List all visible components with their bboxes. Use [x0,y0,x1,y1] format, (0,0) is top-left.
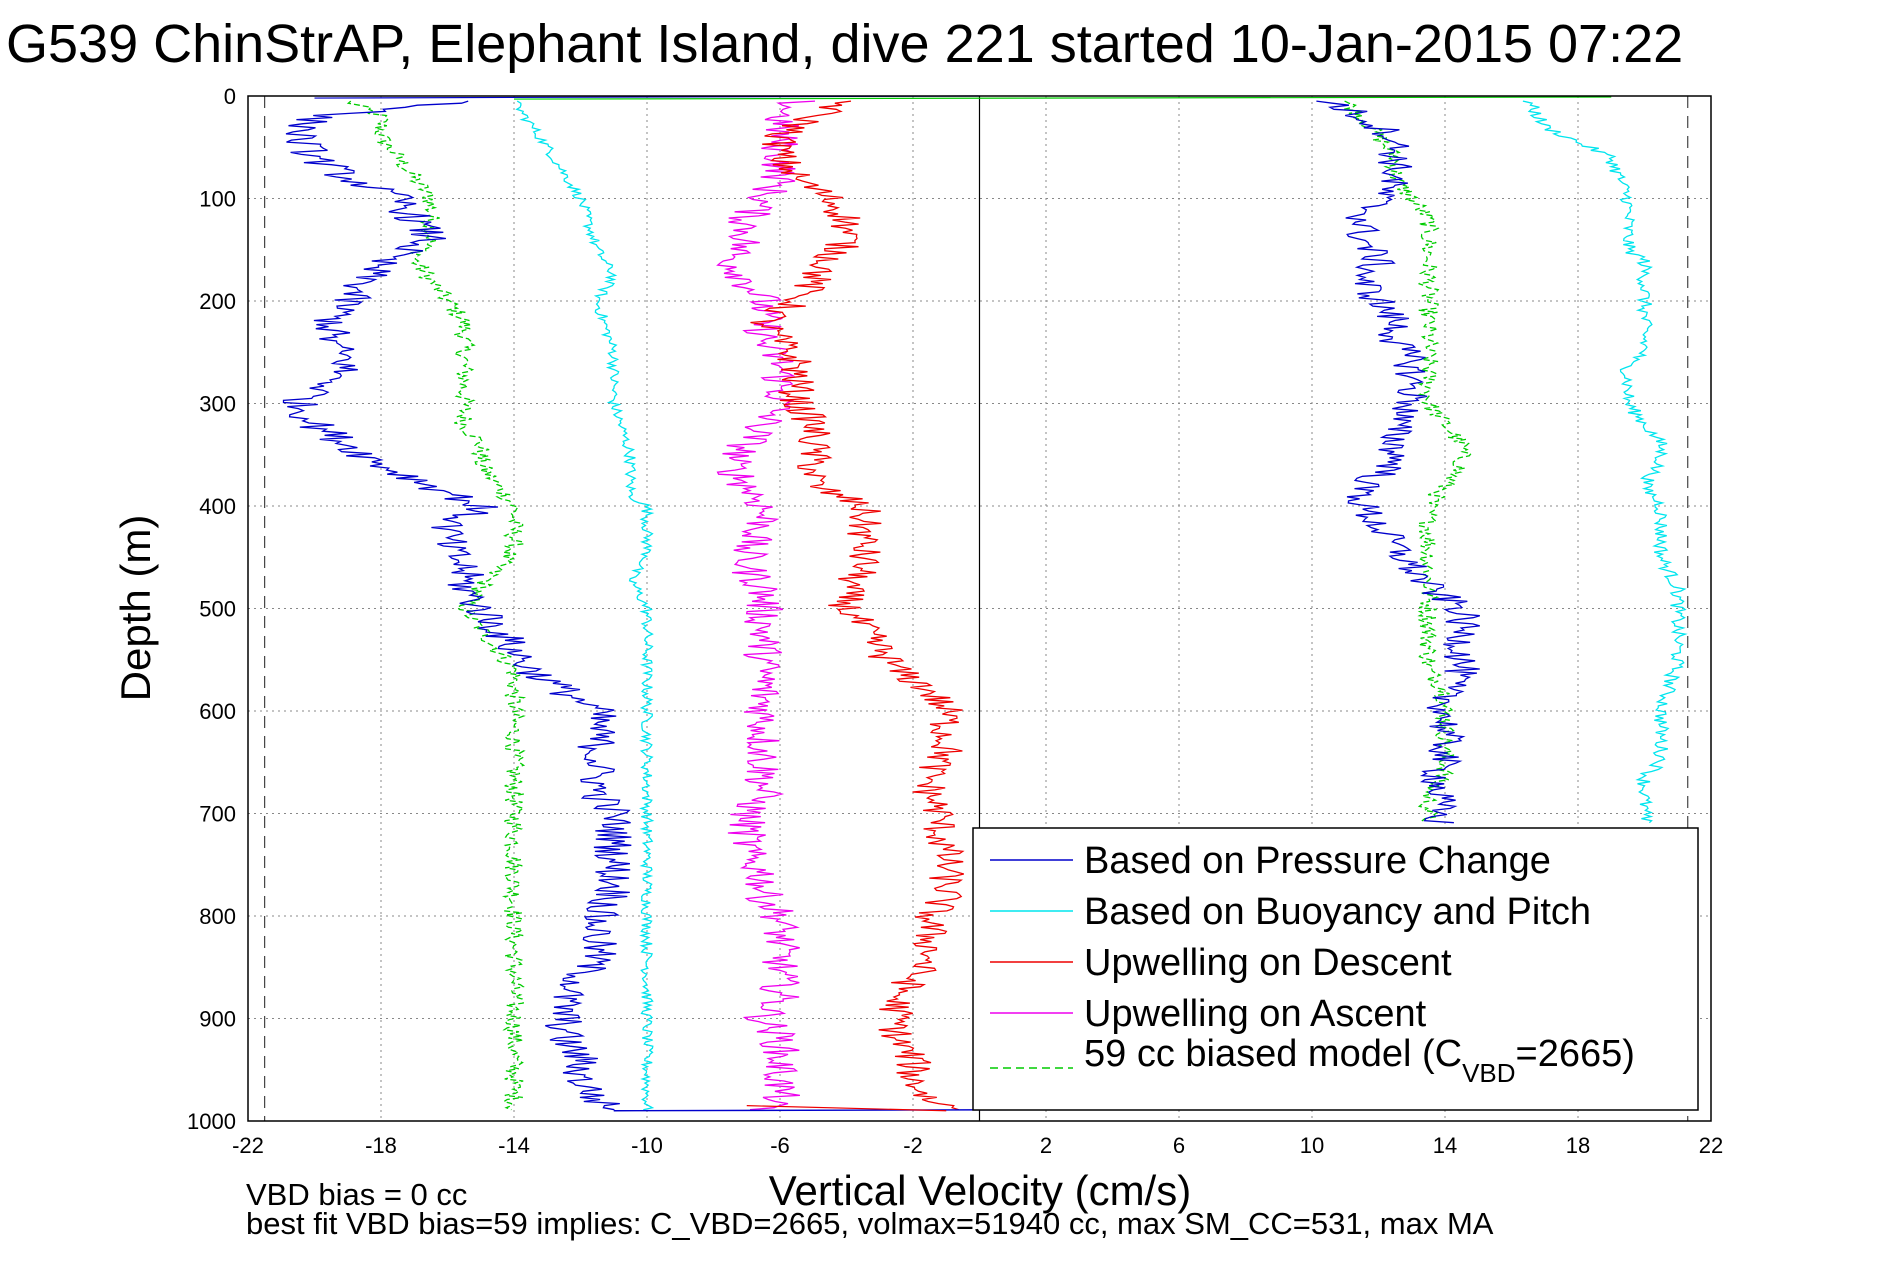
x-axis-label: Vertical Velocity (cm/s) [769,1167,1191,1214]
plot-frame [247,95,1712,1122]
series-layer [282,95,1688,1112]
x-tick-label: 6 [1173,1133,1185,1158]
x-tick-label: -10 [631,1133,663,1158]
legend-model-prefix: 59 cc biased model (C [1084,1033,1462,1075]
x-tick-label: -22 [232,1133,264,1158]
y-tick-label: 300 [199,392,236,417]
series-buoyancy-ascent [1522,100,1688,824]
y-tick-labels: 0 100 200 300 400 500 600 700 800 900 1000 [187,84,236,1134]
y-tick-label: 400 [199,494,236,519]
series-upwelling-descent [750,100,965,1111]
y-tick-label: 100 [199,187,236,212]
legend-label-ascent: Upwelling on Ascent [1084,993,1427,1035]
y-tick-label: 800 [199,904,236,929]
series-pressure-ascent [1316,100,1480,824]
y-tick-label: 600 [199,699,236,724]
x-tick-label: 2 [1040,1133,1052,1158]
x-tick-label: 14 [1433,1133,1457,1158]
series-upwelling-bottom-turn [746,1105,947,1112]
series-pressure-descent [282,100,632,1111]
legend-label-pressure: Based on Pressure Change [1084,840,1551,882]
y-tick-label: 900 [199,1007,236,1032]
series-model-descent [346,100,527,1111]
footer-best-fit: best fit VBD bias=59 implies: C_VBD=2665… [246,1206,1494,1241]
x-tick-label: 10 [1300,1133,1324,1158]
series-upwelling-ascent [716,100,816,1111]
y-axis-label: Depth (m) [112,515,159,702]
x-tick-labels: -22 -18 -14 -10 -6 -2 2 6 10 14 18 22 [232,1133,1723,1158]
y-tick-label: 0 [224,84,236,109]
legend-label-model: 59 cc biased model (CVBD=2665) [1084,1033,1635,1088]
legend-box [972,827,1699,1111]
x-tick-label: -18 [365,1133,397,1158]
series-model-surface-spike [513,96,1612,100]
x-tick-label: -14 [498,1133,530,1158]
legend-model-suffix: =2665) [1516,1033,1635,1075]
y-tick-label: 200 [199,289,236,314]
legend-model-subscript: VBD [1462,1058,1515,1088]
series-model-ascent [1344,100,1473,823]
chart-title: G539 ChinStrAP, Elephant Island, dive 22… [6,14,1683,74]
x-tick-label: -2 [903,1133,923,1158]
y-tick-label: 700 [199,802,236,827]
y-tick-label: 1000 [187,1109,236,1134]
footer-vbd-bias: VBD bias = 0 cc [246,1177,467,1212]
legend-label-buoyancy: Based on Buoyancy and Pitch [1084,891,1591,933]
y-tick-label: 500 [199,597,236,622]
x-tick-label: 22 [1699,1133,1723,1158]
legend: Based on Pressure Change Based on Buoyan… [972,827,1699,1111]
legend-label-descent: Upwelling on Descent [1084,942,1452,984]
series-buoyancy-descent [515,100,655,1111]
x-tick-label: 18 [1566,1133,1590,1158]
x-tick-label: -6 [770,1133,790,1158]
